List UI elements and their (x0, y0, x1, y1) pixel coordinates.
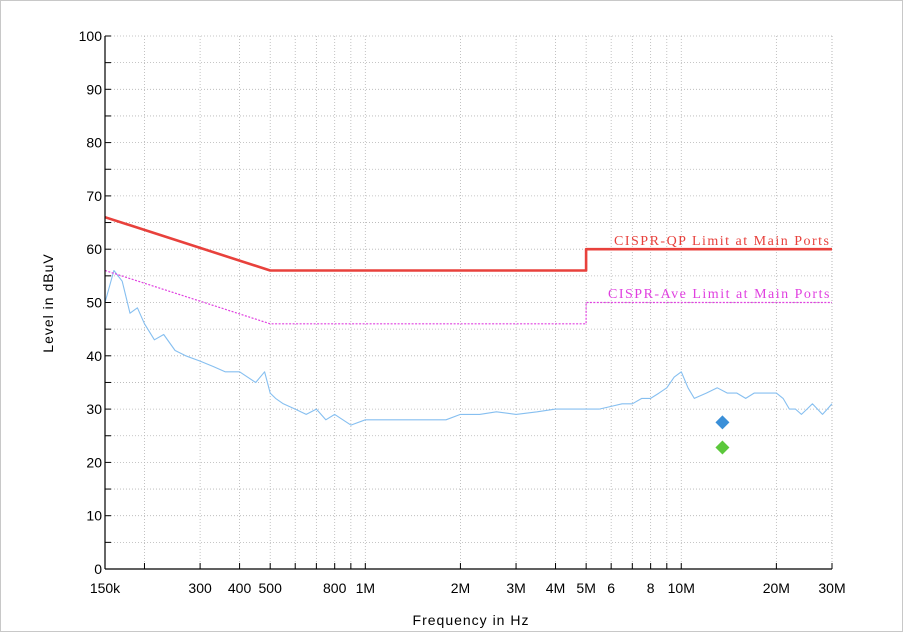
y-tick-label: 60 (86, 241, 102, 257)
labels: Frequency in Hz Level in dBuV CISPR-QP L… (40, 28, 846, 628)
x-tick-label: 150k (90, 580, 121, 596)
y-tick-label: 10 (86, 508, 102, 524)
x-tick-label: 10M (668, 580, 695, 596)
ave-limit-line (104, 269, 832, 325)
axes (104, 35, 833, 570)
y-tick-label: 0 (94, 561, 102, 577)
x-tick-label: 500 (259, 580, 283, 596)
x-tick-label: 8 (647, 580, 655, 596)
y-tick-label: 70 (86, 188, 102, 204)
series-layer (104, 215, 833, 426)
qp-limit-line (104, 215, 832, 272)
ave-measurement-marker (715, 440, 730, 455)
measurement-trace (104, 269, 833, 426)
ave-limit-label: CISPR-Ave Limit at Main Ports (608, 287, 831, 302)
x-tick-label: 800 (323, 580, 347, 596)
y-tick-label: 20 (86, 454, 102, 470)
qp-limit-label: CISPR-QP Limit at Main Ports (614, 234, 831, 249)
x-tick-label: 5M (576, 580, 595, 596)
x-tick-label: 30M (818, 580, 845, 596)
y-tick-label: 50 (86, 295, 102, 311)
marker-layer (715, 415, 730, 455)
x-tick-label: 6 (607, 580, 615, 596)
y-tick-label: 90 (86, 81, 102, 97)
y-tick-label: 30 (86, 401, 102, 417)
y-tick-label: 100 (79, 28, 103, 44)
y-tick-label: 40 (86, 348, 102, 364)
x-tick-label: 300 (188, 580, 212, 596)
x-tick-label: 400 (228, 580, 252, 596)
x-tick-label: 1M (356, 580, 375, 596)
y-tick-label: 80 (86, 135, 102, 151)
y-axis-title: Level in dBuV (40, 253, 56, 352)
x-tick-label: 4M (546, 580, 565, 596)
x-axis-title: Frequency in Hz (413, 612, 530, 628)
qp-measurement-marker (715, 415, 730, 430)
x-tick-label: 20M (763, 580, 790, 596)
x-tick-label: 3M (506, 580, 525, 596)
x-tick-label: 2M (451, 580, 470, 596)
